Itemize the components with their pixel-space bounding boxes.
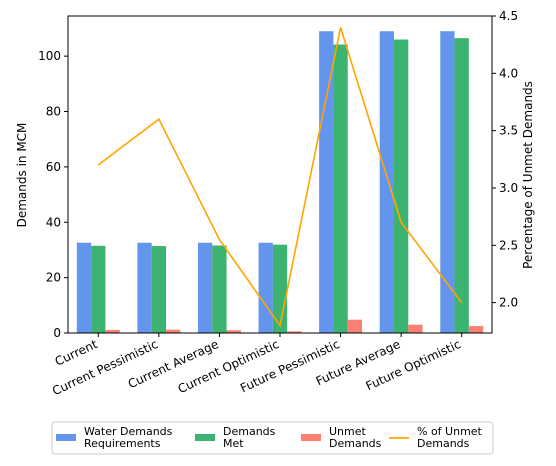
legend-label: Unmet (329, 425, 367, 438)
bar-demands-met-5 (393, 39, 409, 333)
bar-unmet-demands-6 (468, 326, 484, 333)
bars-layer (76, 31, 484, 334)
y2-tick-label: 4.5 (499, 9, 518, 23)
line-percent-unmet (97, 27, 463, 328)
bar-demands-met-1 (151, 246, 167, 333)
legend-label: Demands (417, 437, 470, 450)
bar-unmet-demands-5 (408, 324, 423, 333)
legend-box (51, 421, 494, 455)
y2-tick-label: 3.5 (499, 124, 518, 138)
legend-label: Met (223, 437, 244, 450)
y-tick-label: 0 (53, 326, 61, 340)
bar-unmet-demands-4 (347, 319, 363, 333)
y2-tick-label: 2.0 (499, 296, 518, 310)
y-tick-label: 80 (46, 105, 61, 119)
bar-water-demands-requirements-3 (258, 242, 273, 333)
bar-water-demands-requirements-0 (76, 242, 92, 333)
bar-water-demands-requirements-1 (137, 242, 152, 333)
bar-demands-met-2 (212, 245, 227, 333)
y2-axis-label: Percentage of Unmet Demands (521, 81, 535, 269)
legend-label: Requirements (84, 437, 161, 450)
legend-swatch (56, 434, 76, 441)
y-tick-label: 20 (46, 271, 61, 285)
legend-label: Demands (223, 425, 276, 438)
legend-label: Demands (329, 437, 382, 450)
x-tick-label: Future Pessimistic (238, 337, 342, 395)
legend-label: Water Demands (84, 425, 173, 438)
bar-water-demands-requirements-4 (319, 31, 334, 333)
line-layer (97, 27, 463, 328)
bar-water-demands-requirements-5 (379, 31, 394, 333)
bar-demands-met-6 (454, 38, 469, 334)
legend-swatch (301, 434, 321, 441)
bar-demands-met-4 (333, 44, 348, 334)
bar-water-demands-requirements-6 (440, 31, 455, 333)
y-tick-label: 60 (46, 160, 61, 174)
bar-unmet-demands-0 (105, 329, 120, 333)
bar-unmet-demands-2 (226, 330, 241, 333)
legend-label: % of Unmet (417, 425, 483, 438)
legend: Water DemandsRequirementsDemandsMetUnmet… (51, 421, 494, 455)
legend-swatch (195, 434, 215, 441)
x-tick-label: Current Pessimistic (50, 337, 160, 398)
y-tick-label: 40 (46, 215, 61, 229)
x-tick-label: Current (53, 337, 100, 369)
bar-water-demands-requirements-2 (197, 242, 213, 333)
y-tick-label: 100 (38, 49, 61, 63)
bar-demands-met-0 (91, 245, 106, 333)
y2-tick-label: 3.0 (499, 181, 518, 195)
y2-tick-label: 4.0 (499, 66, 518, 80)
x-tick-label: Current Optimistic (176, 337, 282, 396)
bar-unmet-demands-3 (287, 331, 302, 333)
y-axis-label: Demands in MCM (15, 123, 29, 228)
bar-unmet-demands-1 (166, 329, 181, 333)
y2-tick-label: 2.5 (499, 238, 518, 252)
